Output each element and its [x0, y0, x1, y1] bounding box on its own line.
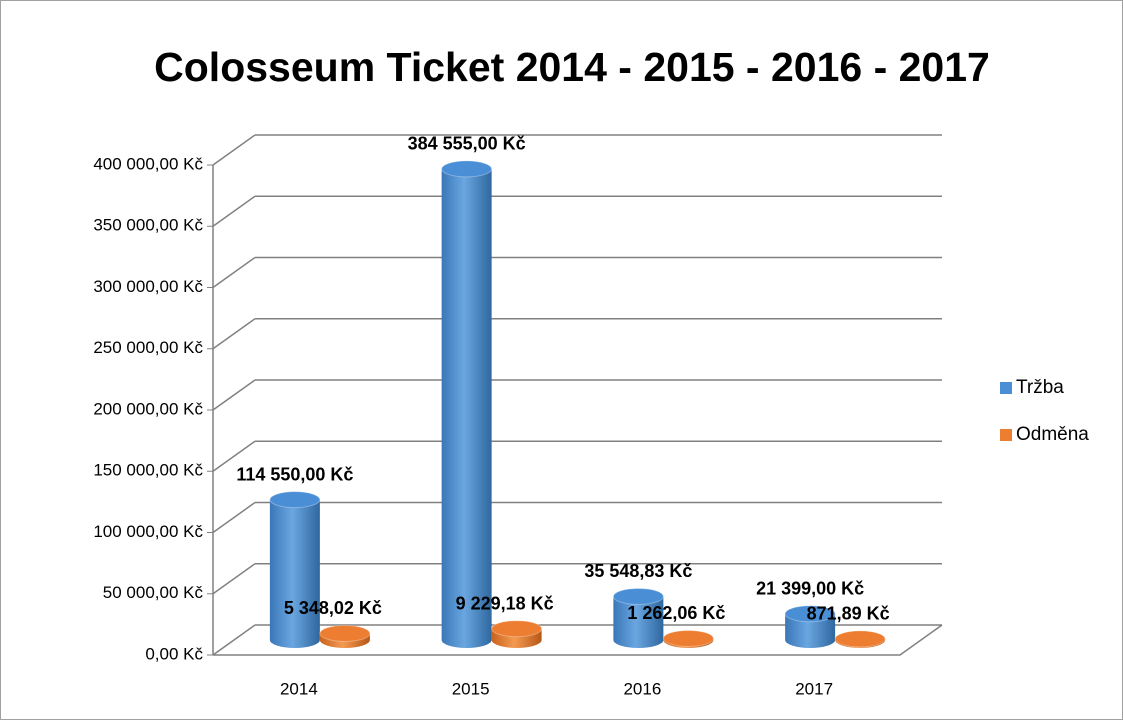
- chart-title: Colosseum Ticket 2014 - 2015 - 2016 - 20…: [154, 44, 990, 90]
- grid-line-side: [212, 563, 256, 595]
- legend-label: Tržba: [1016, 377, 1064, 398]
- x-tick-label: 2015: [452, 679, 490, 698]
- x-tick-label: 2016: [623, 679, 661, 698]
- bar-cylinder-top: [269, 491, 321, 509]
- y-tick-label: 100 000,00 Kč: [93, 522, 203, 541]
- y-tick-label: 200 000,00 Kč: [93, 399, 203, 418]
- data-label: 21 399,00 Kč: [756, 579, 864, 599]
- bar-cylinder-top: [441, 160, 493, 178]
- x-tick-label: 2017: [795, 679, 833, 698]
- grid-line-side: [212, 318, 256, 350]
- grid-line-side: [212, 501, 256, 534]
- y-tick-label: 50 000,00 Kč: [103, 583, 204, 602]
- bar-cylinder: [613, 596, 664, 648]
- y-tick-label: 350 000,00 Kč: [93, 216, 203, 235]
- x-tick-label: 2014: [280, 679, 318, 698]
- data-label: 35 548,83 Kč: [584, 561, 692, 581]
- grid-line-side: [212, 440, 256, 472]
- data-label: 1 262,06 Kč: [627, 603, 725, 623]
- grid-line-side: [212, 624, 256, 656]
- bar-cylinder-top: [784, 605, 836, 623]
- bar-cylinder-top: [319, 624, 371, 642]
- legend-label: Odměna: [1016, 424, 1089, 445]
- y-tick-label: 150 000,00 Kč: [93, 461, 203, 480]
- bar-cylinder-top: [491, 620, 543, 638]
- data-label: 5 348,02 Kč: [284, 598, 382, 618]
- legend-swatch: [1000, 429, 1012, 441]
- floor-edge: [213, 624, 943, 656]
- y-tick-label: 400 000,00 Kč: [93, 154, 203, 173]
- bar-cylinder: [785, 613, 836, 648]
- bar-cylinder-top: [834, 630, 886, 648]
- bar-cylinder-top: [612, 587, 664, 605]
- grid-line-side: [212, 195, 256, 227]
- bar-cylinder: [269, 499, 320, 648]
- y-tick-label: 250 000,00 Kč: [93, 338, 203, 357]
- grid-line-side: [212, 134, 256, 166]
- grid-line-side: [212, 379, 256, 411]
- data-label: 384 555,00 Kč: [408, 134, 526, 154]
- grid-line-side: [212, 256, 256, 289]
- y-tick-label: 0,00 Kč: [145, 644, 203, 663]
- y-tick-label: 300 000,00 Kč: [93, 277, 203, 296]
- data-label: 871,89 Kč: [807, 604, 890, 624]
- data-label: 114 550,00 Kč: [236, 464, 353, 484]
- data-label: 9 229,18 Kč: [456, 593, 554, 613]
- bar-cylinder: [441, 168, 492, 649]
- bar-cylinder-top: [662, 629, 714, 647]
- legend-swatch: [1000, 382, 1012, 394]
